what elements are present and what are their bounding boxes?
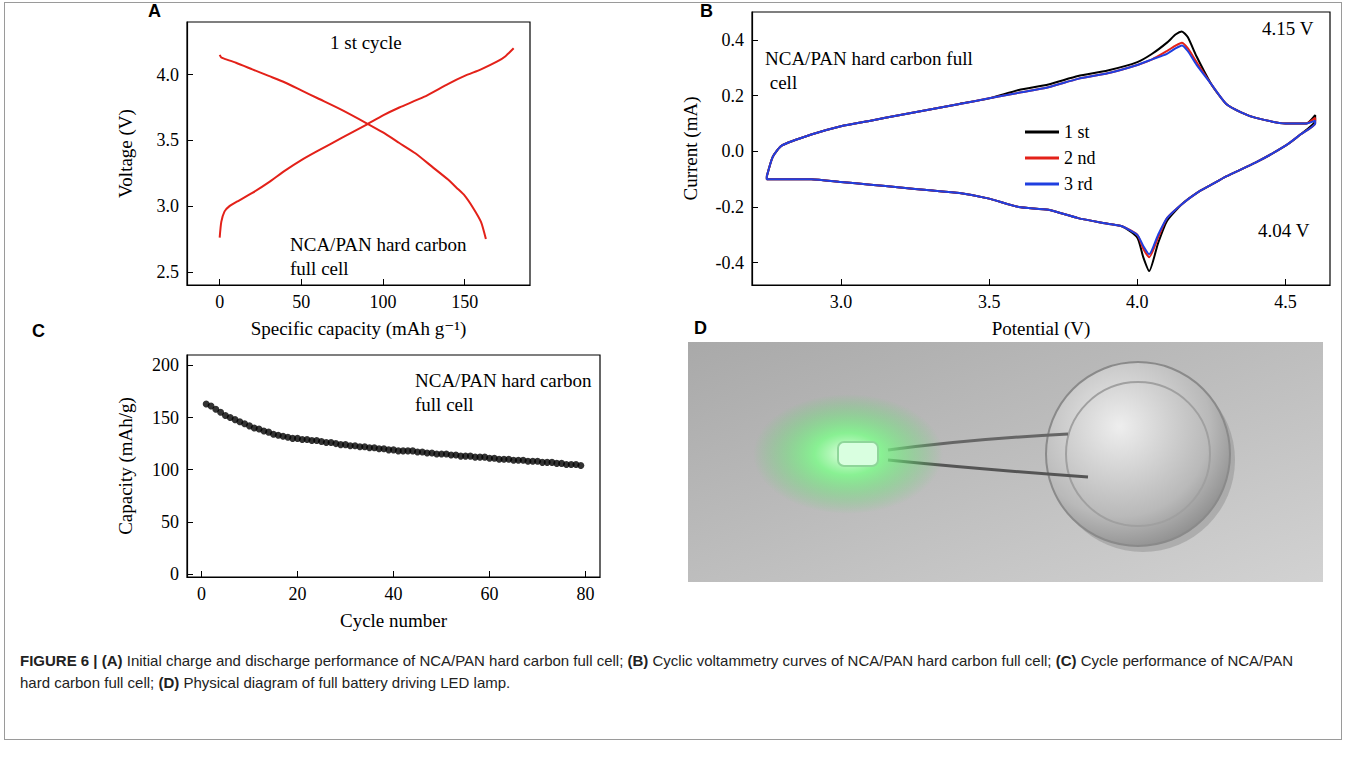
svg-text:-0.4: -0.4 (716, 253, 745, 273)
svg-text:2 nd: 2 nd (1064, 148, 1096, 168)
svg-text:1 st: 1 st (1064, 122, 1090, 142)
svg-text:0.0: 0.0 (722, 141, 745, 161)
svg-text:3 rd: 3 rd (1064, 174, 1093, 194)
svg-text:3.5: 3.5 (157, 130, 180, 150)
svg-text:0.2: 0.2 (722, 86, 745, 106)
svg-text:Cycle number: Cycle number (340, 610, 448, 631)
svg-text:NCA/PAN hard carbon: NCA/PAN hard carbon (290, 234, 471, 255)
svg-text:full cell: full cell (290, 258, 349, 279)
svg-text:Specific capacity (mAh g⁻¹): Specific capacity (mAh g⁻¹) (251, 318, 467, 340)
svg-text:0: 0 (197, 584, 206, 604)
svg-text:20: 20 (288, 584, 306, 604)
svg-text:0: 0 (215, 292, 224, 312)
svg-text:150: 150 (152, 408, 179, 428)
svg-text:full cell: full cell (415, 394, 474, 415)
svg-text:4.5: 4.5 (1274, 292, 1297, 312)
html-text:FIGURE 6 | (A) Initial charge: FIGURE 6 | (A) Initial charge and discha… (20, 652, 1293, 691)
svg-text:0.4: 0.4 (722, 30, 745, 50)
svg-text:NCA/PAN hard carbon full: NCA/PAN hard carbon full (765, 48, 973, 69)
svg-text:80: 80 (577, 584, 595, 604)
svg-text:-0.2: -0.2 (716, 197, 745, 217)
svg-text:Voltage (V): Voltage (V) (115, 109, 137, 198)
svg-text:2.5: 2.5 (157, 262, 180, 282)
svg-text:4.0: 4.0 (157, 65, 180, 85)
svg-text:4.04 V: 4.04 V (1258, 220, 1310, 241)
html-text:D: D (694, 318, 707, 338)
svg-text:60: 60 (481, 584, 499, 604)
svg-text:Capacity (mAh/g): Capacity (mAh/g) (115, 397, 137, 535)
svg-text:3.0: 3.0 (830, 292, 853, 312)
svg-text:50: 50 (292, 292, 310, 312)
svg-text:cell: cell (765, 72, 797, 93)
svg-text:A: A (148, 1, 161, 21)
svg-text:0: 0 (170, 564, 179, 584)
svg-text:C: C (32, 321, 45, 341)
svg-text:50: 50 (161, 512, 179, 532)
svg-text:B: B (700, 1, 713, 21)
svg-text:4.15 V: 4.15 V (1262, 18, 1314, 39)
svg-text:100: 100 (152, 460, 179, 480)
svg-text:40: 40 (385, 584, 403, 604)
svg-text:3.5: 3.5 (978, 292, 1001, 312)
svg-text:1 st cycle: 1 st cycle (330, 32, 402, 53)
svg-text:100: 100 (370, 292, 397, 312)
svg-text:150: 150 (451, 292, 478, 312)
svg-text:200: 200 (152, 355, 179, 375)
svg-text:Potential (V): Potential (V) (992, 318, 1091, 340)
svg-text:Current (mA): Current (mA) (680, 97, 702, 201)
svg-text:3.0: 3.0 (157, 196, 180, 216)
svg-text:4.0: 4.0 (1126, 292, 1149, 312)
svg-text:NCA/PAN hard carbon: NCA/PAN hard carbon (415, 370, 596, 391)
